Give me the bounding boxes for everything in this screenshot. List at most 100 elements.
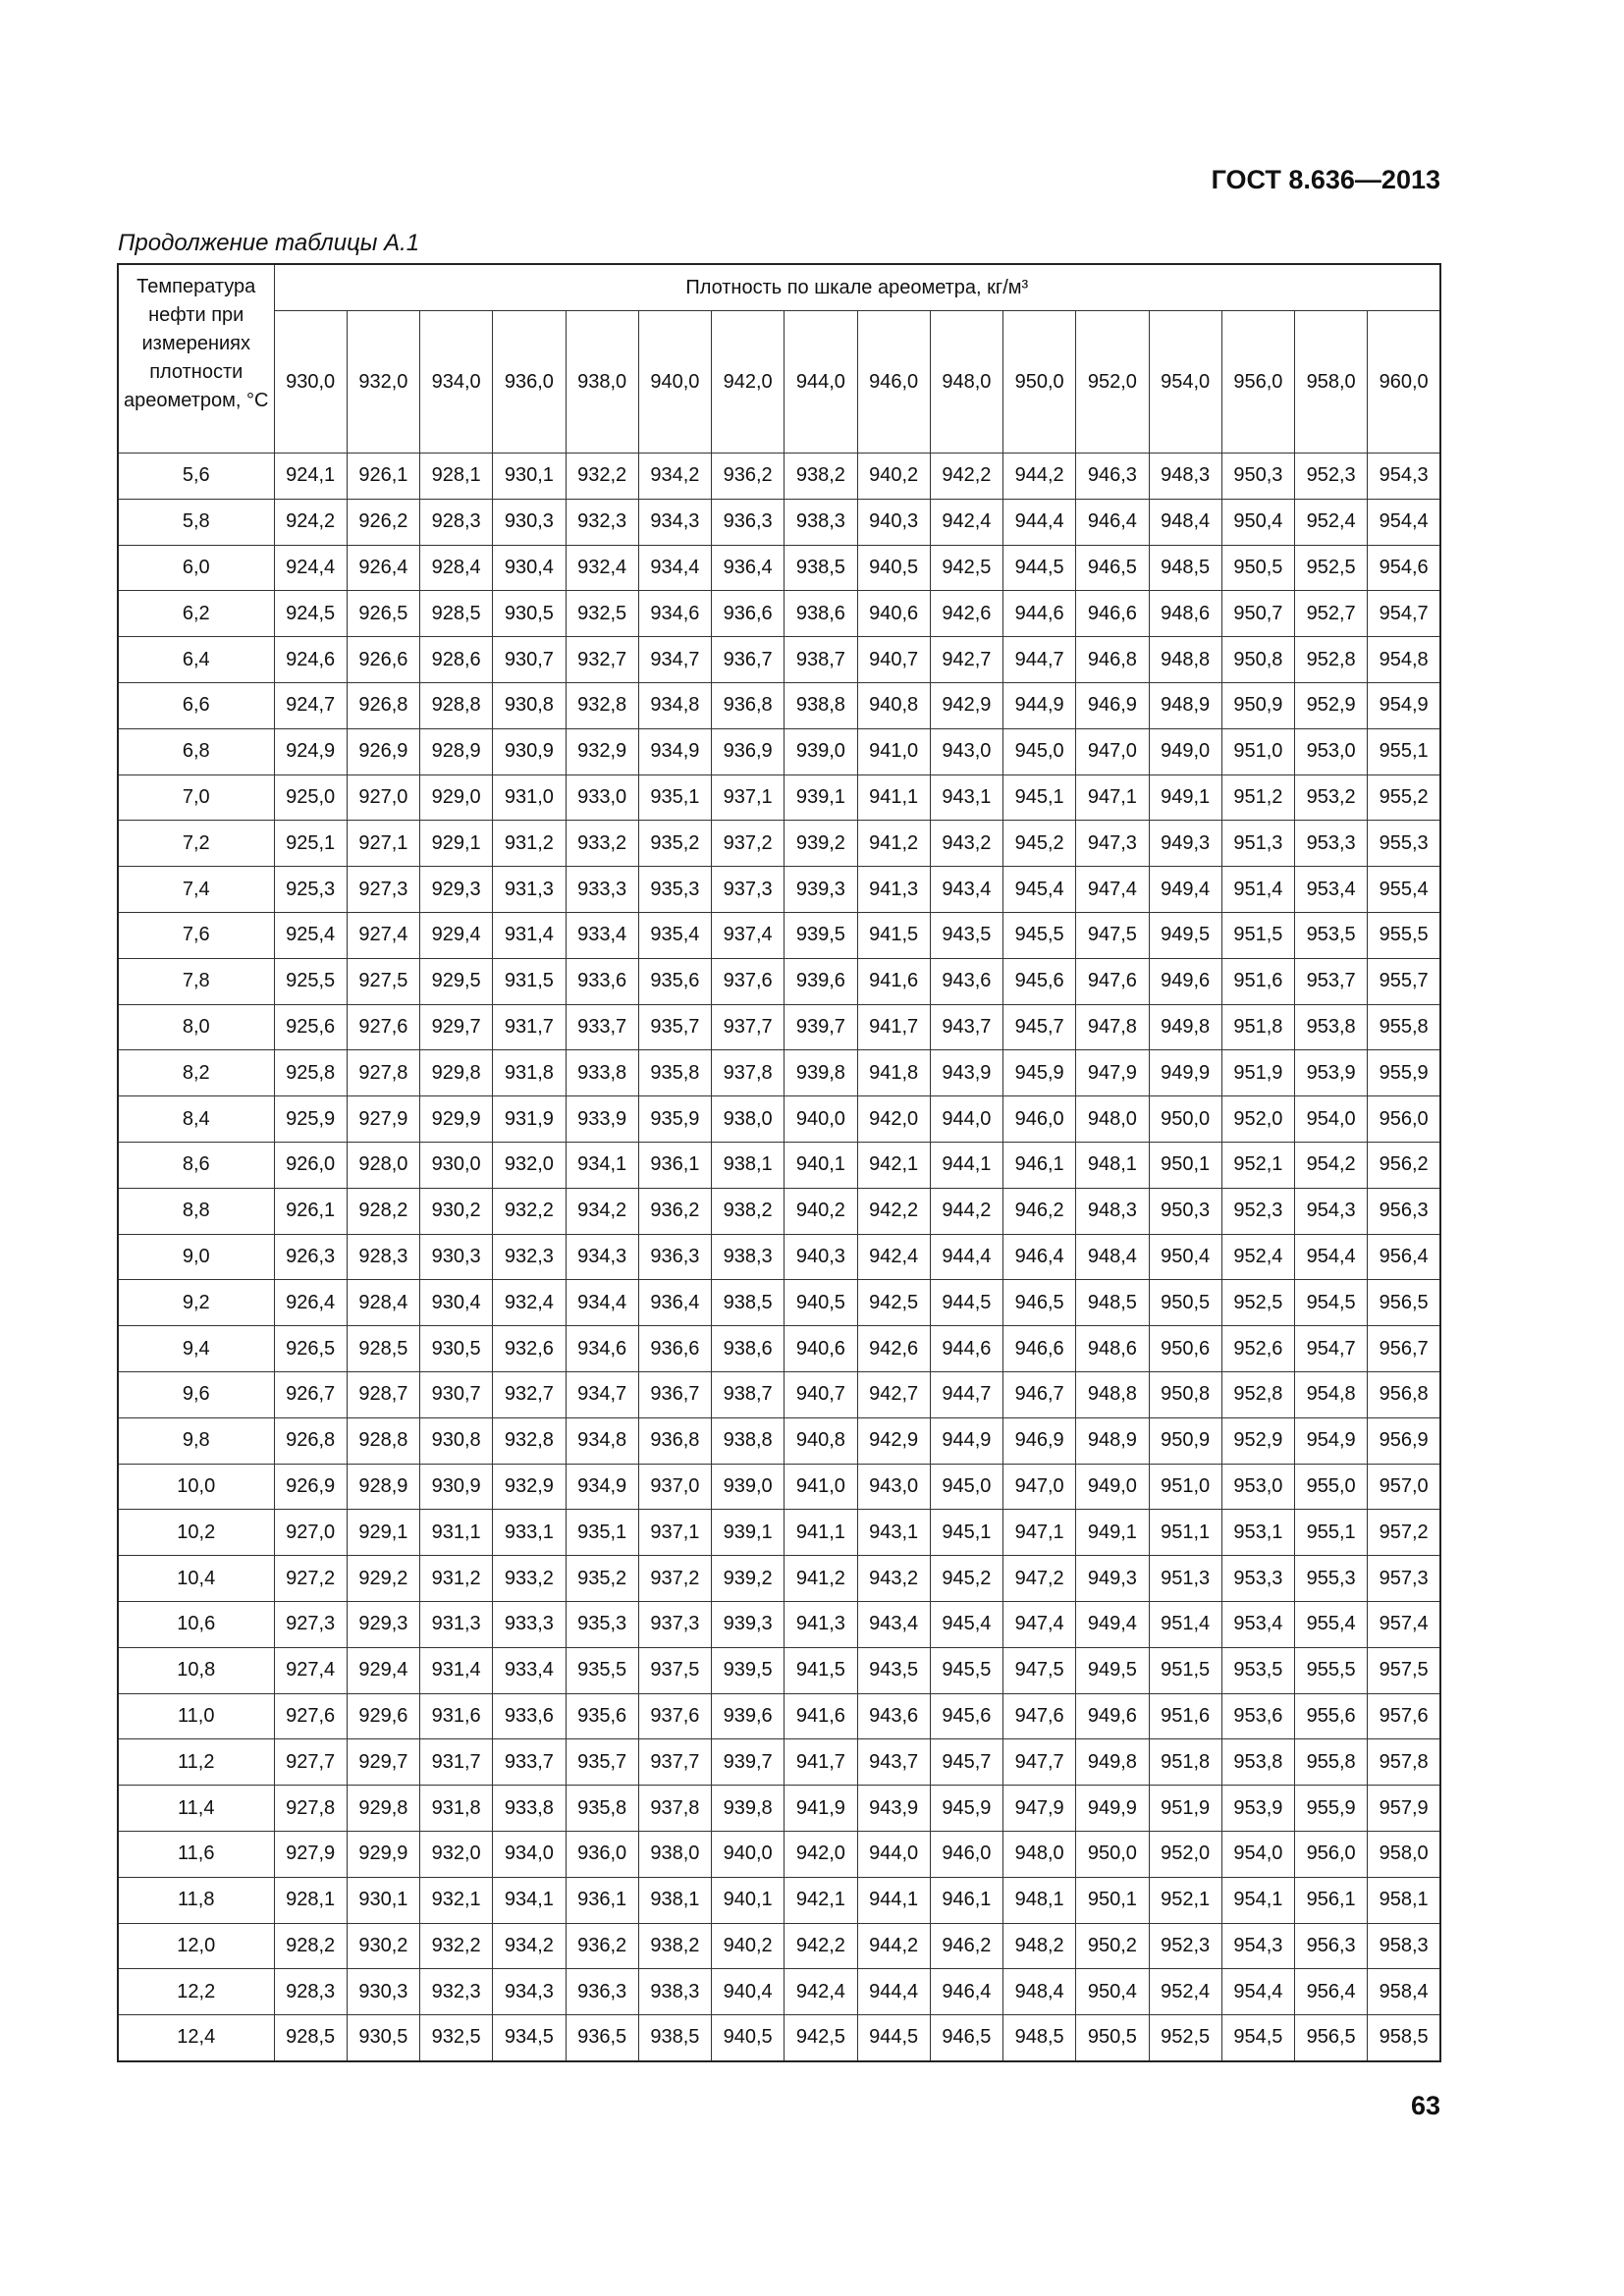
density-cell: 925,0 <box>273 774 348 822</box>
density-cell: 926,6 <box>346 636 421 683</box>
density-cell: 956,5 <box>1367 1279 1441 1327</box>
density-cell: 951,1 <box>1148 1509 1222 1557</box>
density-cell: 954,9 <box>1293 1416 1369 1465</box>
density-cell: 949,6 <box>1075 1692 1150 1740</box>
density-cell: 941,2 <box>856 820 931 868</box>
density-cell: 941,6 <box>784 1692 858 1740</box>
density-cell: 934,2 <box>565 1187 639 1235</box>
density-cell: 954,4 <box>1367 498 1441 546</box>
density-cell: 951,0 <box>1220 727 1296 775</box>
density-cell: 950,5 <box>1148 1279 1222 1327</box>
density-cell: 929,3 <box>418 866 494 913</box>
density-cell: 931,2 <box>418 1555 494 1602</box>
density-cell: 945,7 <box>1001 1003 1077 1051</box>
density-cell: 925,6 <box>273 1003 348 1051</box>
density-cell: 954,5 <box>1220 2014 1296 2062</box>
column-header: 932,0 <box>346 310 421 454</box>
temperature-cell: 6,8 <box>117 727 275 775</box>
density-cell: 943,2 <box>929 820 1004 868</box>
density-cell: 928,2 <box>346 1187 421 1235</box>
density-cell: 930,2 <box>346 1922 421 1970</box>
table-row: 6,6 924,7 926,8 928,8 930,8 932,8 934,8 936,8 93… <box>117 681 1441 729</box>
density-cell: 952,3 <box>1220 1187 1296 1235</box>
density-cell: 935,8 <box>637 1049 713 1097</box>
density-cell: 944,2 <box>856 1922 931 1970</box>
density-cell: 934,3 <box>492 1968 567 2016</box>
density-cell: 932,7 <box>565 636 639 683</box>
density-cell: 946,9 <box>1001 1416 1077 1465</box>
density-cell: 928,9 <box>418 727 494 775</box>
density-cell: 930,5 <box>492 590 567 638</box>
density-cell: 939,0 <box>710 1463 785 1511</box>
density-cell: 951,9 <box>1148 1785 1222 1832</box>
density-cell: 933,0 <box>565 774 639 822</box>
density-cell: 940,6 <box>856 590 931 638</box>
density-cell: 932,5 <box>565 590 639 638</box>
density-cell: 947,3 <box>1075 820 1150 868</box>
density-cell: 948,4 <box>1148 498 1222 546</box>
density-cell: 927,7 <box>273 1738 348 1787</box>
density-cell: 924,6 <box>273 636 348 683</box>
density-cell: 931,8 <box>418 1785 494 1832</box>
density-cell: 956,1 <box>1293 1876 1369 1924</box>
density-cell: 951,3 <box>1148 1555 1222 1602</box>
density-cell: 956,3 <box>1293 1922 1369 1970</box>
density-cell: 930,5 <box>346 2014 421 2062</box>
density-cell: 944,2 <box>929 1187 1004 1235</box>
density-cell: 951,6 <box>1148 1692 1222 1740</box>
density-cell: 944,2 <box>1001 453 1077 500</box>
table-row: 7,8 925,5 927,5 929,5 931,5 933,6 935,6 937,6 93… <box>117 957 1441 1005</box>
page-number: 63 <box>1410 2091 1440 2120</box>
density-cell: 954,8 <box>1293 1370 1369 1418</box>
density-cell: 943,1 <box>929 774 1004 822</box>
density-cell: 935,2 <box>637 820 713 868</box>
density-cell: 929,1 <box>418 820 494 868</box>
density-cell: 927,1 <box>346 820 421 868</box>
density-cell: 932,7 <box>492 1370 567 1418</box>
density-cell: 948,5 <box>1148 544 1222 592</box>
density-cell: 929,1 <box>346 1509 421 1557</box>
column-header: 946,0 <box>856 310 931 454</box>
density-cell: 954,3 <box>1367 453 1441 500</box>
density-cell: 925,3 <box>273 866 348 913</box>
density-cell: 930,8 <box>492 681 567 729</box>
table-row: 7,6 925,4 927,4 929,4 931,4 933,4 935,4 937,4 93… <box>117 911 1441 959</box>
density-cell: 953,8 <box>1293 1003 1369 1051</box>
density-cell: 940,0 <box>710 1830 785 1878</box>
density-cell: 936,6 <box>637 1325 713 1372</box>
density-cell: 938,2 <box>710 1187 785 1235</box>
column-header: 954,0 <box>1148 310 1222 454</box>
density-cell: 929,2 <box>346 1555 421 1602</box>
density-cell: 928,4 <box>418 544 494 592</box>
density-cell: 955,3 <box>1367 820 1441 868</box>
density-cell: 954,8 <box>1367 636 1441 683</box>
density-cell: 929,7 <box>418 1003 494 1051</box>
density-cell: 937,0 <box>637 1463 713 1511</box>
table-row: 11,4 927,8 929,8 931,8 933,8 935,8 937,8 939,8 9… <box>117 1785 1441 1832</box>
density-cell: 929,9 <box>346 1830 421 1878</box>
density-cell: 955,1 <box>1367 727 1441 775</box>
density-cell: 948,6 <box>1075 1325 1150 1372</box>
table-row: 11,2 927,7 929,7 931,7 933,7 935,7 937,7 939,7 9… <box>117 1738 1441 1787</box>
temperature-cell: 8,6 <box>117 1141 275 1189</box>
density-cell: 942,4 <box>929 498 1004 546</box>
density-cell: 933,4 <box>565 911 639 959</box>
density-cell: 943,4 <box>856 1600 931 1648</box>
density-cell: 936,2 <box>710 453 785 500</box>
density-cell: 941,6 <box>856 957 931 1005</box>
density-cell: 937,8 <box>710 1049 785 1097</box>
density-cell: 953,2 <box>1293 774 1369 822</box>
density-cell: 939,6 <box>784 957 858 1005</box>
table-row: 12,2 928,3 930,3 932,3 934,3 936,3 938,3 940,4 9… <box>117 1968 1441 2016</box>
density-cell: 953,4 <box>1293 866 1369 913</box>
density-cell: 931,4 <box>492 911 567 959</box>
density-cell: 950,8 <box>1220 636 1296 683</box>
density-cell: 951,8 <box>1220 1003 1296 1051</box>
density-cell: 929,8 <box>346 1785 421 1832</box>
density-cell: 955,9 <box>1367 1049 1441 1097</box>
density-cell: 939,7 <box>710 1738 785 1787</box>
density-cell: 943,2 <box>856 1555 931 1602</box>
density-cell: 956,0 <box>1293 1830 1369 1878</box>
density-cell: 932,5 <box>418 2014 494 2062</box>
density-cell: 927,6 <box>346 1003 421 1051</box>
